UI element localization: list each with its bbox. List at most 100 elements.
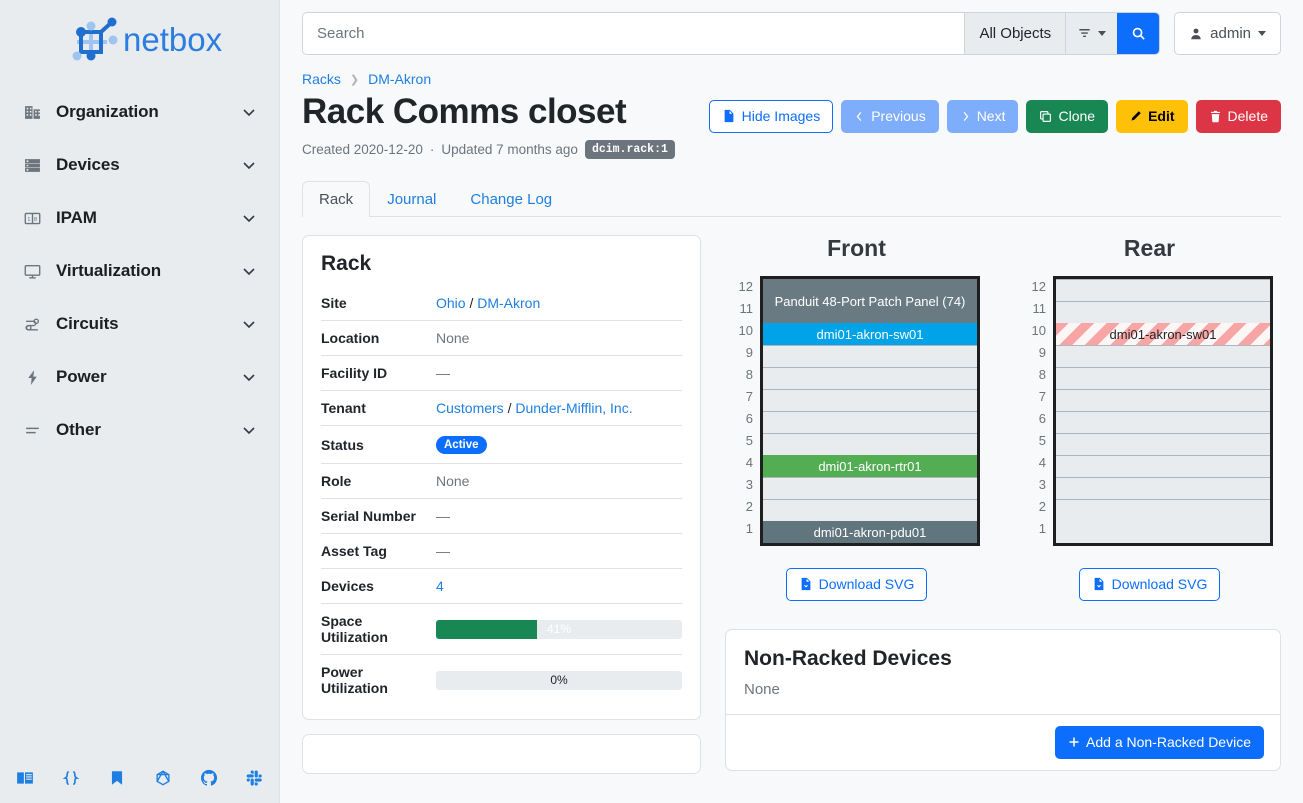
tab-journal-label: Journal: [387, 191, 437, 208]
user-menu-button[interactable]: admin: [1174, 12, 1281, 55]
row-key: Status: [321, 425, 436, 464]
rack-unit-slot[interactable]: [763, 433, 977, 455]
add-non-racked-device-button[interactable]: Add a Non-Racked Device: [1055, 725, 1264, 759]
download-svg-front-label: Download SVG: [818, 576, 915, 592]
row-value-site: Ohio / DM-Akron: [436, 286, 682, 321]
hide-images-button[interactable]: Hide Images: [708, 100, 834, 133]
tab-journal[interactable]: Journal: [370, 181, 453, 217]
rack-unit-number: 8: [1038, 367, 1046, 382]
rack-unit-number: 12: [738, 279, 753, 294]
delete-button[interactable]: Delete: [1195, 100, 1281, 133]
rack-unit-slot[interactable]: [1056, 279, 1270, 301]
chevron-down-icon: [241, 157, 257, 173]
download-svg-front-button[interactable]: Download SVG: [785, 568, 928, 601]
site-link[interactable]: DM-Akron: [477, 295, 541, 311]
clone-button[interactable]: Clone: [1026, 100, 1109, 133]
clone-label: Clone: [1058, 108, 1096, 124]
rack-unit-slot[interactable]: [1056, 433, 1270, 455]
next-button[interactable]: Next: [946, 100, 1019, 133]
object-scope-select[interactable]: All Objects: [964, 13, 1066, 54]
breadcrumb-item-racks[interactable]: Racks: [302, 71, 341, 87]
plus-icon: [1068, 736, 1080, 748]
docs-book-icon[interactable]: [16, 769, 34, 787]
subtitle-separator: ·: [429, 142, 435, 157]
rack-device[interactable]: dmi01-akron-sw01: [1056, 323, 1270, 345]
row-key: Tenant: [321, 390, 436, 426]
site-region-link[interactable]: Ohio: [436, 295, 466, 311]
rack-unit-slot[interactable]: [763, 411, 977, 433]
rack-unit-slot[interactable]: [763, 345, 977, 367]
rack-unit-number: 3: [1038, 477, 1046, 492]
rack-unit-slot[interactable]: [763, 499, 977, 521]
sidebar-item-organization[interactable]: Organization: [0, 92, 279, 132]
graphql-icon[interactable]: [154, 769, 172, 787]
rack-unit-slot[interactable]: [763, 367, 977, 389]
space-utilization-progress: 41%: [436, 619, 682, 639]
unit-number-column: 1 2 3 4 5 6 7 8 9 10 11 12: [1026, 276, 1046, 540]
rack-unit-slot[interactable]: [1056, 411, 1270, 433]
rack-unit-slot[interactable]: [1056, 345, 1270, 367]
row-value-tenant: Customers / Dunder-Mifflin, Inc.: [436, 390, 682, 426]
previous-button[interactable]: Previous: [841, 100, 939, 133]
rack-unit-slot[interactable]: [1056, 499, 1270, 521]
rack-unit-slot[interactable]: [763, 389, 977, 411]
netbox-logo-icon: netbox: [72, 17, 222, 61]
circuits-icon: [22, 314, 42, 334]
sidebar-item-power[interactable]: Power: [0, 357, 279, 397]
rack-unit-slot[interactable]: [1056, 389, 1270, 411]
tab-rack[interactable]: Rack: [302, 181, 371, 217]
download-svg-rear-button[interactable]: Download SVG: [1078, 568, 1221, 601]
rack-card-title: Rack: [321, 252, 372, 275]
row-key: Role: [321, 463, 436, 499]
content-columns: Rack Site Ohio / DM-Akron: [302, 235, 1281, 774]
non-racked-empty-text: None: [744, 680, 780, 698]
api-braces-icon[interactable]: [62, 769, 80, 787]
tenant-link[interactable]: Dunder-Mifflin, Inc.: [515, 400, 633, 416]
chevron-down-icon: [241, 104, 257, 120]
rack-device[interactable]: dmi01-akron-pdu01: [763, 521, 977, 543]
row-value-location: None: [436, 320, 682, 356]
sidebar-item-label: IPAM: [56, 208, 97, 227]
rack-unit-slot[interactable]: [1056, 521, 1270, 543]
table-row: Serial Number —: [321, 498, 682, 534]
search-input[interactable]: [303, 13, 965, 54]
sidebar-item-virtualization[interactable]: Virtualization: [0, 251, 279, 291]
svg-text:8: 8: [33, 217, 36, 223]
filter-icon: [1077, 26, 1092, 41]
tenant-group-link[interactable]: Customers: [436, 400, 504, 416]
rack-unit-slot[interactable]: [1056, 367, 1270, 389]
breadcrumb-item-dm-akron[interactable]: DM-Akron: [368, 71, 432, 87]
rack-device[interactable]: dmi01-akron-sw01: [763, 323, 977, 345]
brand-logo[interactable]: netbox: [0, 0, 279, 74]
edit-button[interactable]: Edit: [1116, 100, 1188, 133]
rack-front-frame: Panduit 48-Port Patch Panel (74) dmi01-ak…: [760, 276, 980, 546]
rack-unit-slot[interactable]: [1056, 301, 1270, 323]
rack-device[interactable]: Panduit 48-Port Patch Panel (74): [763, 279, 977, 323]
hide-images-label: Hide Images: [741, 108, 821, 124]
rack-unit-number: 2: [1038, 499, 1046, 514]
search-submit-button[interactable]: [1117, 13, 1160, 54]
right-column: Front 1 2 3 4 5 6 7 8 9 10 11 12 Panduit 48-Port Pa…: [725, 235, 1281, 774]
github-icon[interactable]: [200, 769, 218, 787]
rack-unit-slot[interactable]: [763, 477, 977, 499]
object-type-badge: dcim.rack:1: [584, 140, 675, 159]
tab-change-log[interactable]: Change Log: [453, 181, 569, 217]
table-row: Site Ohio / DM-Akron: [321, 286, 682, 321]
sidebar-item-devices[interactable]: Devices: [0, 145, 279, 185]
rack-unit-slot[interactable]: [1056, 477, 1270, 499]
sidebar-item-other[interactable]: Other: [0, 410, 279, 450]
elevation-title-rear: Rear: [1123, 235, 1176, 261]
chevron-down-icon: [241, 422, 257, 438]
breadcrumb: Racks ❯ DM-Akron: [302, 63, 1281, 87]
filter-button[interactable]: [1065, 13, 1118, 54]
rack-unit-number: 4: [745, 455, 753, 470]
bookmark-icon[interactable]: [108, 769, 126, 787]
sidebar-item-circuits[interactable]: Circuits: [0, 304, 279, 344]
rack-unit-slot[interactable]: [1056, 455, 1270, 477]
devices-count-link[interactable]: 4: [436, 578, 444, 594]
chevron-down-icon: [1098, 31, 1107, 36]
topbar: All Objects admin: [280, 0, 1303, 63]
rack-device[interactable]: dmi01-akron-rtr01: [763, 455, 977, 477]
slack-icon[interactable]: [246, 769, 264, 787]
